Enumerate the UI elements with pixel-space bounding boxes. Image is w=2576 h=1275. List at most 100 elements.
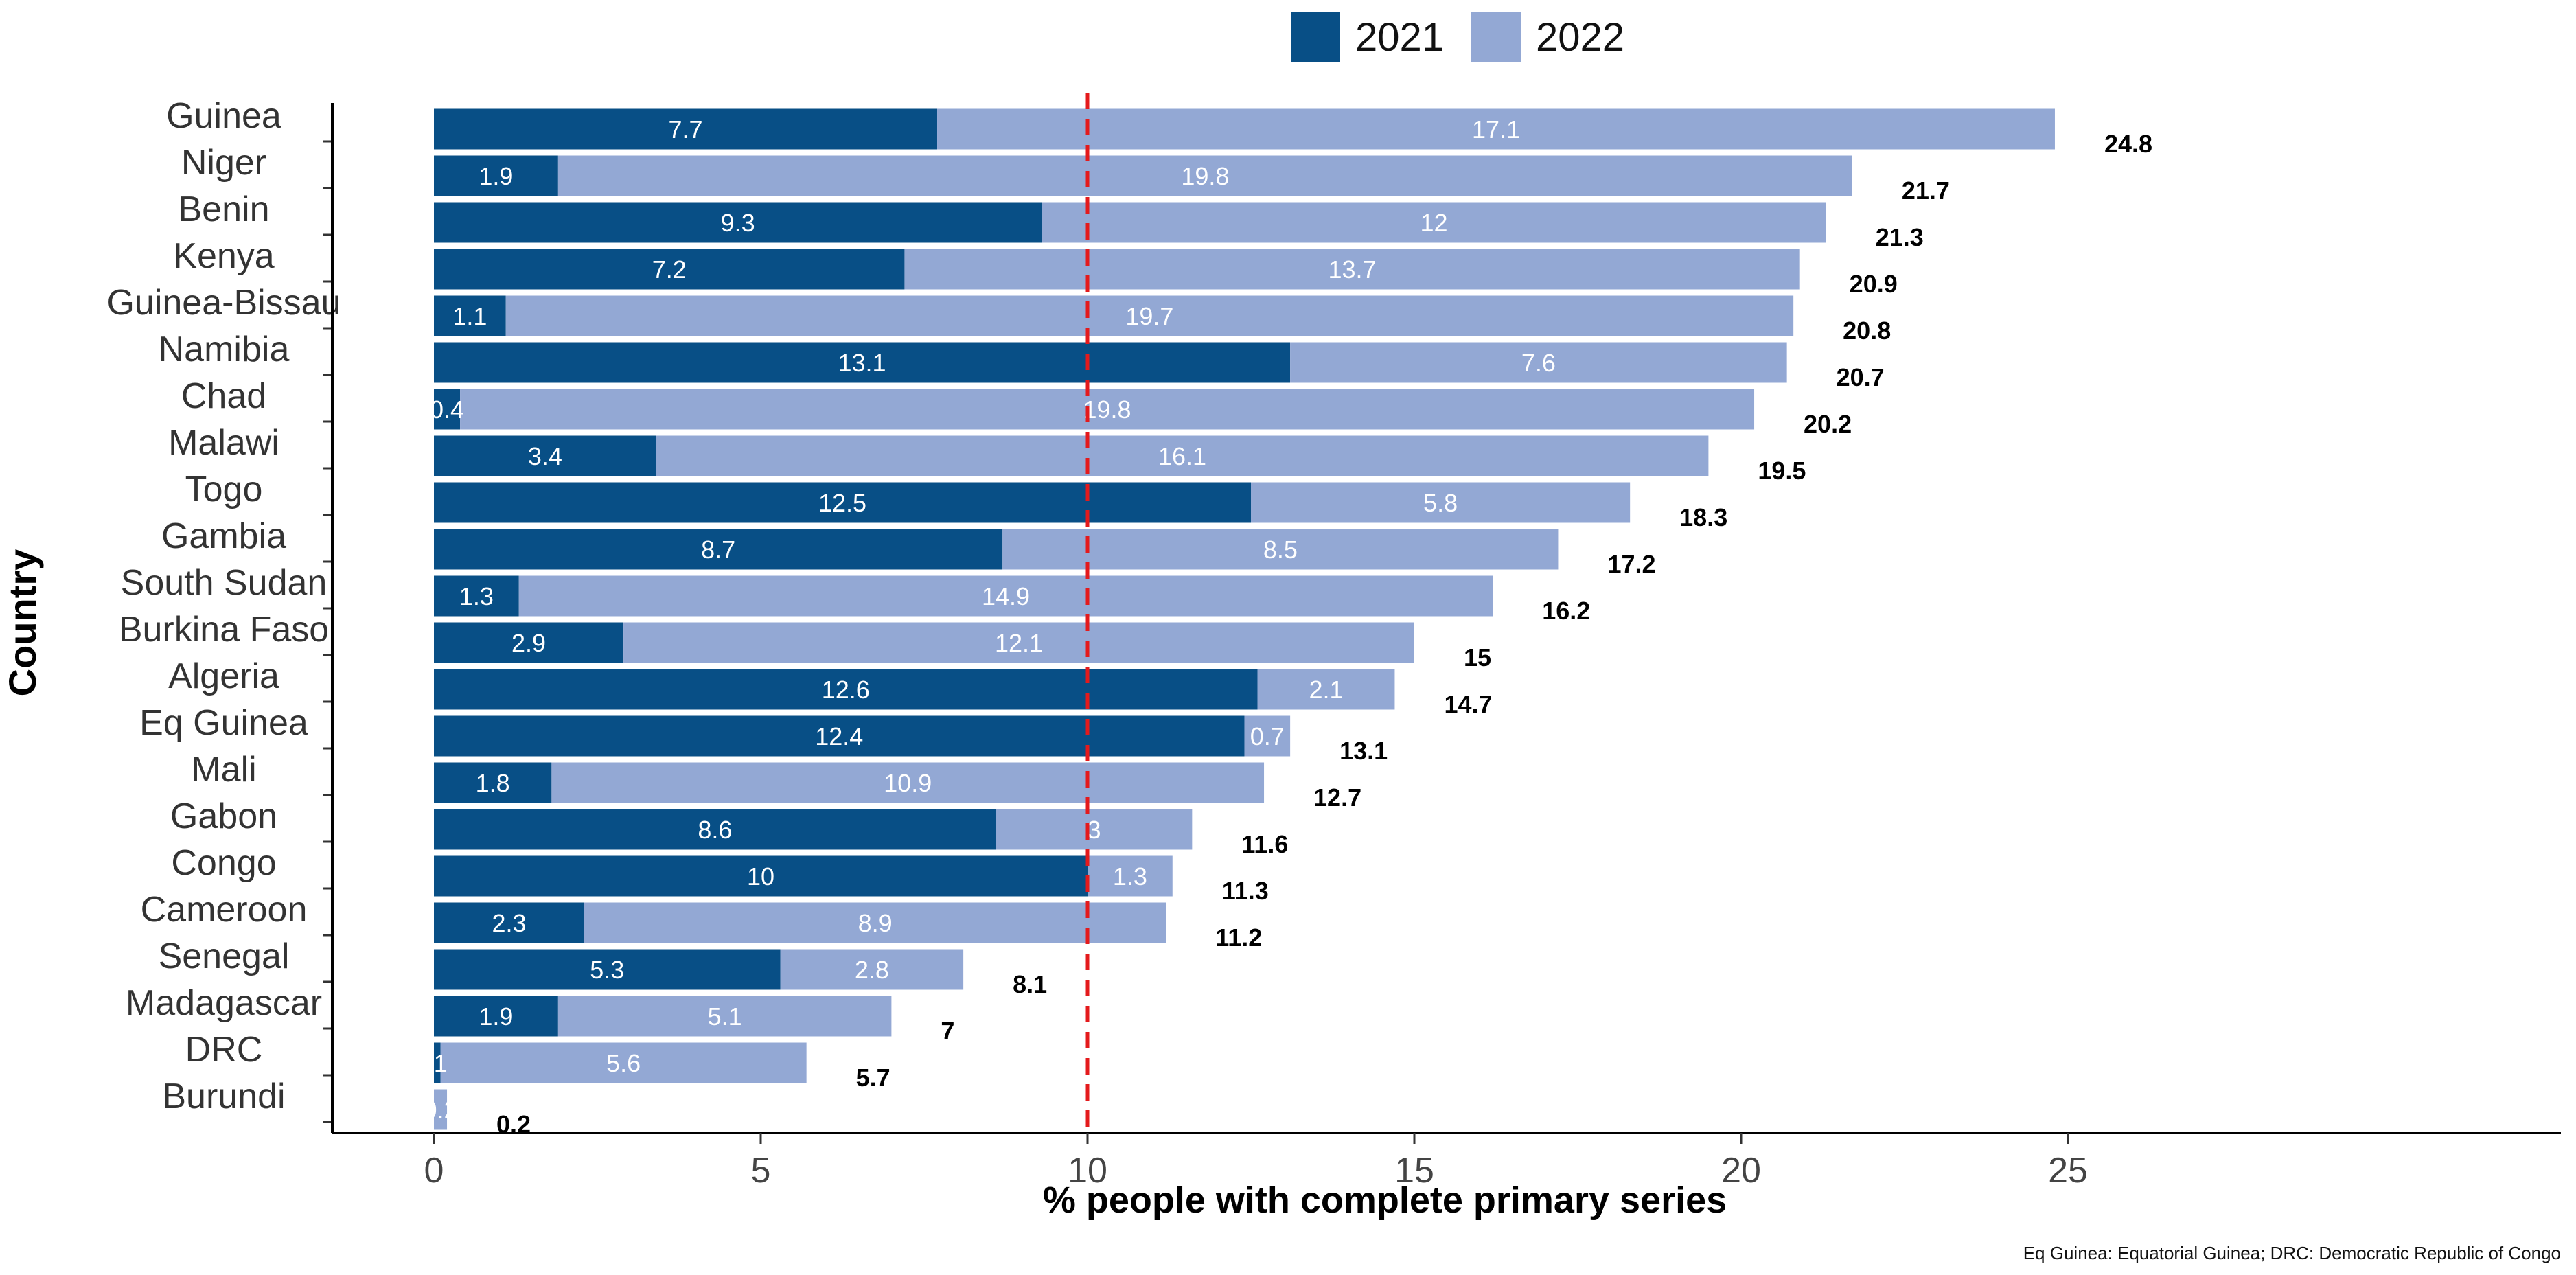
data-label-2022-south-sudan: 14.9 — [982, 582, 1030, 610]
data-label-2022-gambia: 8.5 — [1263, 536, 1298, 564]
category-label-eq-guinea: Eq Guinea — [139, 703, 308, 743]
bar-2021-mali — [434, 762, 552, 803]
bar-2022-madagascar — [557, 996, 892, 1037]
data-label-2021-drc: .1 — [427, 1049, 448, 1077]
bar-2021-kenya — [434, 249, 905, 290]
total-label-malawi: 19.5 — [1758, 457, 1806, 485]
data-label-2021-togo: 12.5 — [818, 489, 866, 517]
total-label-south-sudan: 16.2 — [1542, 597, 1590, 625]
category-label-south-sudan: South Sudan — [121, 563, 327, 603]
category-label-kenya: Kenya — [173, 236, 275, 276]
data-label-2022-chad: 19.8 — [1083, 395, 1131, 424]
data-label-2021-namibia: 13.1 — [838, 349, 886, 377]
category-label-cameroon: Cameroon — [141, 890, 308, 930]
data-label-2022-burkina-faso: 12.1 — [995, 629, 1043, 657]
total-label-guinea-bissau: 20.8 — [1843, 317, 1891, 345]
bar-2021-guinea — [434, 108, 938, 150]
bar-2022-drc — [440, 1042, 807, 1083]
total-label-gabon: 11.6 — [1241, 830, 1288, 858]
legend-item-2022: 2022 — [1471, 12, 1624, 62]
bar-2022-benin — [1042, 202, 1826, 243]
data-label-2021-gambia: 8.7 — [701, 536, 735, 564]
caption: Eq Guinea: Equatorial Guinea; DRC: Democ… — [2023, 1243, 2561, 1263]
bar-2021-algeria — [434, 669, 1258, 710]
bar-2021-senegal — [434, 949, 781, 990]
data-label-2022-guinea: 17.1 — [1472, 115, 1520, 143]
data-label-2021-niger: 1.9 — [479, 162, 513, 190]
legend: 2021 2022 — [1291, 12, 1652, 62]
total-label-mali: 12.7 — [1313, 783, 1361, 812]
category-label-guinea: Guinea — [166, 96, 281, 136]
data-label-2022-guinea-bissau: 19.7 — [1125, 302, 1173, 330]
data-label-2022-namibia: 7.6 — [1521, 349, 1556, 377]
bar-2021-namibia — [434, 342, 1291, 383]
data-label-2021-guinea: 7.7 — [668, 115, 702, 143]
category-label-benin: Benin — [179, 189, 270, 229]
data-label-2021-gabon: 8.6 — [698, 816, 732, 844]
bar-2022-malawi — [656, 435, 1709, 476]
bar-2022-south-sudan — [518, 575, 1493, 617]
category-label-madagascar: Madagascar — [126, 983, 322, 1023]
total-label-chad: 20.2 — [1804, 410, 1852, 438]
category-label-namibia: Namibia — [159, 330, 290, 369]
total-label-benin: 21.3 — [1876, 223, 1924, 251]
total-label-senegal: 8.1 — [1013, 970, 1047, 998]
category-label-togo: Togo — [185, 470, 263, 509]
data-label-2021-chad: 0.4 — [430, 395, 464, 424]
bar-2021-guinea-bissau — [434, 295, 506, 336]
bar-2022-togo — [1251, 482, 1631, 523]
data-label-2022-gabon: 3 — [1088, 816, 1101, 844]
data-label-2022-drc: 5.6 — [606, 1049, 641, 1077]
category-label-algeria: Algeria — [168, 656, 279, 696]
data-label-2022-senegal: 2.8 — [855, 956, 889, 984]
bar-2021-madagascar — [434, 996, 558, 1037]
bar-2022-cameroon — [584, 902, 1166, 943]
bar-2022-senegal — [780, 949, 964, 990]
bar-2022-burkina-faso — [623, 622, 1414, 663]
x-tick-label-20: 20 — [1721, 1151, 1761, 1191]
category-label-niger: Niger — [181, 143, 266, 183]
bar-2022-guinea — [937, 108, 2055, 150]
x-tick-label-0: 0 — [424, 1151, 444, 1191]
bar-2021-niger — [434, 155, 558, 196]
bar-2022-niger — [557, 155, 1852, 196]
data-label-2022-togo: 5.8 — [1423, 489, 1458, 517]
data-label-2021-malawi: 3.4 — [528, 442, 562, 470]
bar-2021-gambia — [434, 529, 1003, 570]
x-axis-title: % people with complete primary series — [1043, 1180, 1727, 1221]
category-label-malawi: Malawi — [168, 423, 279, 463]
total-label-madagascar: 7 — [941, 1017, 954, 1045]
total-label-togo: 18.3 — [1679, 503, 1727, 531]
bar-2022-mali — [551, 762, 1265, 803]
category-label-chad: Chad — [181, 376, 266, 416]
total-label-kenya: 20.9 — [1850, 270, 1898, 298]
data-label-2022-cameroon: 8.9 — [858, 909, 893, 937]
category-label-guinea-bissau: Guinea-Bissau — [106, 283, 341, 323]
data-label-2022-burundi: 0.2 — [423, 1096, 457, 1124]
data-label-2022-mali: 10.9 — [884, 769, 932, 797]
data-label-2022-eq-guinea: 0.7 — [1250, 722, 1285, 750]
legend-swatch-2022 — [1471, 12, 1521, 62]
total-label-gambia: 17.2 — [1607, 550, 1655, 578]
total-label-burkina-faso: 15 — [1464, 643, 1491, 671]
data-label-2022-madagascar: 5.1 — [708, 1002, 742, 1031]
data-label-2021-kenya: 7.2 — [652, 255, 687, 284]
category-label-gambia: Gambia — [161, 516, 286, 556]
bar-2021-togo — [434, 482, 1251, 523]
bar-2021-congo — [434, 855, 1088, 897]
data-label-2021-burkina-faso: 2.9 — [511, 629, 546, 657]
data-label-2022-benin: 12 — [1421, 209, 1448, 237]
category-label-congo: Congo — [171, 843, 276, 883]
y-axis-title: Country — [1, 549, 44, 697]
bar-2021-drc — [434, 1042, 441, 1083]
data-label-2021-benin: 9.3 — [721, 209, 755, 237]
data-label-2022-algeria: 2.1 — [1309, 676, 1343, 704]
total-label-cameroon: 11.2 — [1215, 923, 1262, 952]
data-label-2022-kenya: 13.7 — [1329, 255, 1377, 284]
total-label-congo: 11.3 — [1222, 877, 1269, 905]
category-label-burundi: Burundi — [162, 1077, 285, 1116]
category-label-gabon: Gabon — [170, 796, 277, 836]
data-label-2022-niger: 19.8 — [1181, 162, 1229, 190]
x-tick-label-10: 10 — [1068, 1151, 1107, 1191]
